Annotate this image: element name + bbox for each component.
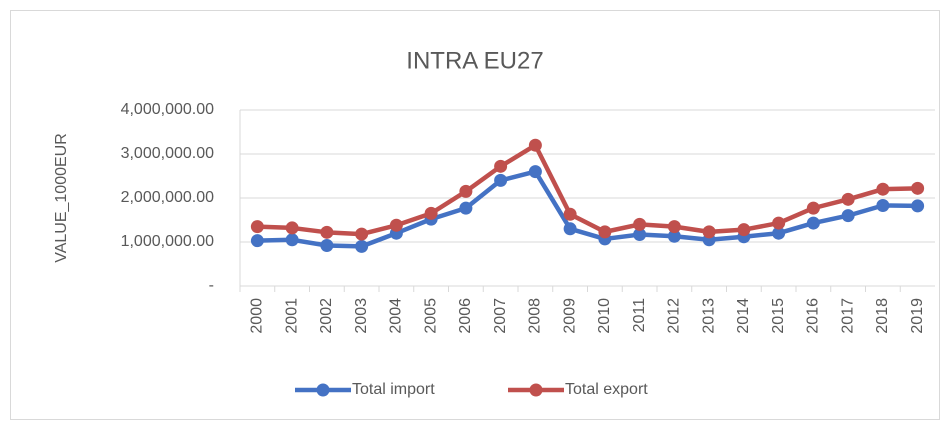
x-tick-label: 2006 — [457, 298, 474, 334]
marker — [876, 198, 890, 212]
marker — [806, 201, 820, 215]
marker — [911, 181, 925, 195]
legend-label: Total export — [565, 381, 648, 398]
x-tick-label: 2014 — [735, 298, 752, 334]
marker — [841, 209, 855, 223]
marker — [772, 226, 786, 240]
x-tick-label: 2019 — [909, 298, 926, 334]
marker — [598, 225, 612, 239]
marker — [667, 229, 681, 243]
y-axis-label: VALUE_1000EUR — [53, 133, 70, 263]
marker — [424, 206, 438, 220]
marker — [911, 199, 925, 213]
x-tick-label: 2004 — [388, 298, 405, 334]
marker — [494, 173, 508, 187]
x-tick-label: 2012 — [666, 298, 683, 334]
marker — [528, 165, 542, 179]
x-tick-label: 2011 — [631, 298, 648, 333]
marker — [633, 228, 647, 242]
x-tick-label: 2000 — [249, 298, 266, 334]
marker — [667, 220, 681, 234]
x-tick-label: 2013 — [700, 298, 717, 334]
x-tick-label: 2005 — [422, 298, 439, 334]
x-tick-label: 2015 — [770, 298, 787, 334]
legend-marker — [316, 383, 330, 397]
y-tick-label: - — [209, 277, 214, 294]
x-tick-label: 2002 — [318, 298, 335, 334]
x-tick-label: 2018 — [874, 298, 891, 334]
marker — [285, 233, 299, 247]
y-tick-label: 3,000,000.00 — [121, 145, 215, 162]
marker — [772, 216, 786, 230]
chart-title: INTRA EU27 — [406, 47, 543, 74]
marker — [702, 225, 716, 239]
marker — [806, 216, 820, 230]
y-tick-label: 1,000,000.00 — [121, 233, 215, 250]
marker — [737, 223, 751, 237]
x-tick-label: 2007 — [492, 298, 509, 334]
x-tick-label: 2016 — [805, 298, 822, 334]
x-tick-label: 2003 — [353, 298, 370, 334]
x-tick-label: 2009 — [561, 298, 578, 334]
marker — [355, 227, 369, 241]
marker — [389, 218, 403, 232]
marker — [494, 159, 508, 173]
y-tick-label: 4,000,000.00 — [121, 101, 215, 118]
chart-border — [10, 10, 940, 420]
y-tick-label: 2,000,000.00 — [121, 189, 215, 206]
marker — [459, 184, 473, 198]
marker — [841, 192, 855, 206]
marker — [355, 239, 369, 253]
marker — [563, 222, 577, 236]
legend-marker — [529, 383, 543, 397]
marker — [250, 234, 264, 248]
marker — [563, 207, 577, 221]
legend-label: Total import — [352, 381, 435, 398]
marker — [633, 217, 647, 231]
marker — [459, 201, 473, 215]
x-tick-label: 2017 — [839, 298, 856, 334]
marker — [528, 138, 542, 152]
marker — [285, 221, 299, 235]
marker — [320, 239, 334, 253]
marker — [250, 220, 264, 234]
marker — [876, 182, 890, 196]
x-tick-label: 2001 — [283, 298, 300, 334]
marker — [320, 225, 334, 239]
x-tick-label: 2010 — [596, 298, 613, 334]
x-tick-label: 2008 — [527, 298, 544, 334]
